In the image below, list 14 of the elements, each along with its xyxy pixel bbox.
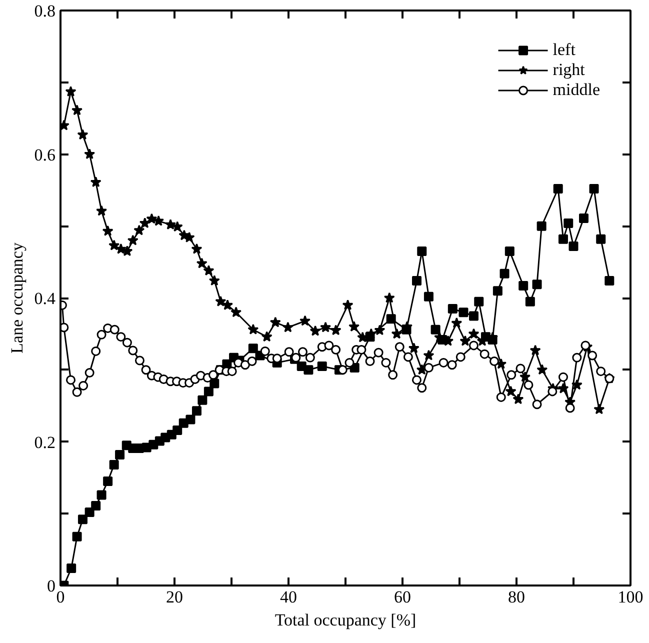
x-tick-label: 40 <box>280 588 297 606</box>
legend-label: right <box>552 60 585 80</box>
x-tick-label: 60 <box>394 588 411 606</box>
legend-label: middle <box>552 80 600 100</box>
y-tick-label: 0.8 <box>34 2 56 20</box>
x-tick-label: 20 <box>166 588 183 606</box>
y-tick-label: 0.2 <box>34 432 56 452</box>
x-axis-title: Total occupancy [%] <box>274 610 416 630</box>
y-tick-label: 0.6 <box>34 145 56 164</box>
y-tick-label: 0.4 <box>34 289 56 308</box>
legend-label: left <box>552 40 576 60</box>
y-axis-title: Lane occupancy <box>7 242 26 354</box>
x-tick-label: 80 <box>508 588 525 606</box>
x-tick-label: 100 <box>618 588 644 606</box>
